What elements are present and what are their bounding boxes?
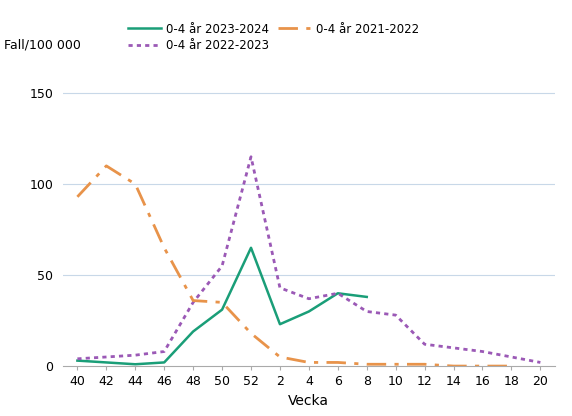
0-4 år 2022-2023: [392, 313, 399, 318]
0-4 år 2021-2022: [363, 362, 370, 367]
0-4 år 2021-2022: [74, 194, 81, 199]
0-4 år 2021-2022: [305, 360, 312, 365]
0-4 år 2022-2023: [219, 263, 225, 268]
0-4 år 2021-2022: [219, 300, 225, 305]
0-4 år 2022-2023: [276, 285, 283, 290]
0-4 år 2022-2023: [479, 349, 486, 354]
0-4 år 2023-2024: [363, 295, 370, 300]
0-4 år 2023-2024: [335, 291, 341, 296]
0-4 år 2021-2022: [276, 354, 283, 359]
0-4 år 2022-2023: [132, 353, 138, 358]
Legend: 0-4 år 2023-2024, 0-4 år 2022-2023, 0-4 år 2021-2022, : 0-4 år 2023-2024, 0-4 år 2022-2023, 0-4 …: [128, 22, 419, 52]
0-4 år 2023-2024: [74, 358, 81, 363]
0-4 år 2022-2023: [450, 345, 457, 350]
0-4 år 2023-2024: [248, 245, 255, 250]
0-4 år 2022-2023: [248, 154, 255, 159]
0-4 år 2023-2024: [132, 362, 138, 367]
0-4 år 2022-2023: [190, 300, 197, 305]
0-4 år 2021-2022: [103, 163, 110, 168]
0-4 år 2023-2024: [276, 322, 283, 327]
0-4 år 2022-2023: [74, 356, 81, 361]
0-4 år 2022-2023: [421, 342, 428, 347]
0-4 år 2022-2023: [161, 349, 168, 354]
0-4 år 2022-2023: [335, 291, 341, 296]
0-4 år 2021-2022: [421, 362, 428, 367]
0-4 år 2023-2024: [161, 360, 168, 365]
0-4 år 2022-2023: [508, 354, 515, 359]
0-4 år 2021-2022: [392, 362, 399, 367]
0-4 år 2023-2024: [219, 307, 225, 312]
0-4 år 2023-2024: [103, 360, 110, 365]
0-4 år 2022-2023: [537, 360, 544, 365]
0-4 år 2021-2022: [335, 360, 341, 365]
0-4 år 2022-2023: [363, 309, 370, 314]
Line: 0-4 år 2022-2023: 0-4 år 2022-2023: [77, 157, 541, 362]
0-4 år 2021-2022: [132, 181, 138, 186]
0-4 år 2023-2024: [305, 309, 312, 314]
0-4 år 2021-2022: [161, 245, 168, 250]
Line: 0-4 år 2021-2022: 0-4 år 2021-2022: [77, 166, 511, 366]
0-4 år 2021-2022: [450, 364, 457, 369]
Text: Fall/100 000: Fall/100 000: [4, 39, 81, 52]
0-4 år 2022-2023: [305, 296, 312, 301]
0-4 år 2021-2022: [508, 364, 515, 369]
0-4 år 2021-2022: [248, 331, 255, 336]
0-4 år 2021-2022: [479, 364, 486, 369]
Line: 0-4 år 2023-2024: 0-4 år 2023-2024: [77, 248, 367, 364]
X-axis label: Vecka: Vecka: [288, 394, 329, 408]
0-4 år 2022-2023: [103, 354, 110, 359]
0-4 år 2023-2024: [190, 329, 197, 334]
0-4 år 2021-2022: [190, 298, 197, 303]
